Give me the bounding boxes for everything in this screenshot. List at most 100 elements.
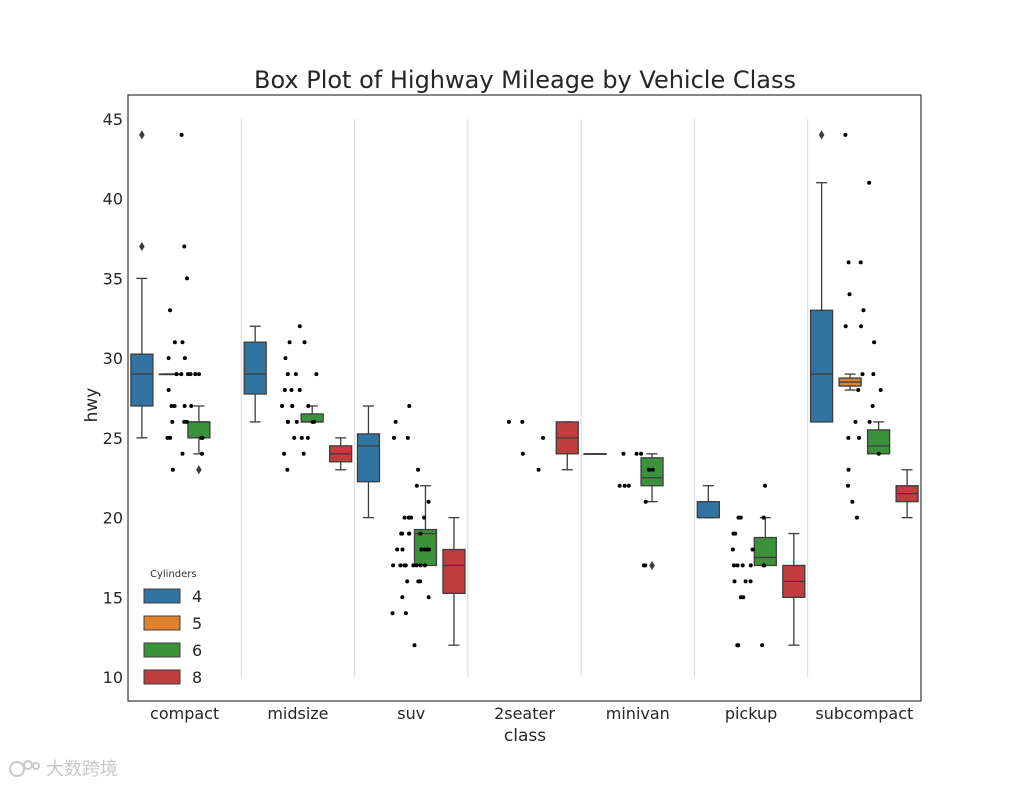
strip-point (193, 372, 198, 377)
strip-point (418, 563, 423, 568)
strip-point (626, 483, 631, 488)
strip-point (185, 276, 189, 281)
box-4-cyl-suv (356, 433, 381, 483)
strip-point (297, 388, 302, 392)
outlier-marker (196, 465, 202, 475)
y-tick-label: 10 (103, 668, 123, 687)
y-tick-label: 20 (103, 509, 123, 528)
strip-point (748, 579, 753, 584)
strip-point (289, 388, 294, 392)
strip-point (621, 451, 626, 456)
strip-point (302, 340, 307, 345)
strip-point (189, 404, 194, 408)
strip-point (860, 372, 865, 377)
strip-point (520, 419, 525, 424)
strip-point (294, 419, 299, 424)
x-tick-label: subcompact (815, 704, 913, 723)
strip-point (871, 372, 876, 377)
strip-point (182, 244, 187, 249)
strip-point (736, 515, 741, 520)
strip-point (299, 435, 304, 440)
y-tick-label: 35 (103, 269, 123, 288)
strip-point (182, 356, 187, 361)
strip-point (166, 356, 171, 361)
legend-swatch (143, 642, 181, 658)
strip-point (411, 563, 416, 568)
strip-point (168, 308, 172, 313)
strip-point (403, 611, 408, 616)
x-tick-label: midsize (267, 704, 328, 723)
watermark: 大数跨境 (8, 755, 118, 781)
strip-point (735, 563, 740, 568)
strip-point (168, 435, 173, 440)
strip-point (748, 563, 753, 568)
strip-point (760, 643, 765, 648)
strip-point (280, 404, 284, 408)
strip-point (743, 579, 748, 584)
strip-point (182, 404, 187, 408)
strip-point (282, 388, 287, 392)
strip-point (287, 340, 292, 345)
strip-point (414, 483, 419, 488)
legend-swatch (143, 669, 181, 685)
strip-point (297, 324, 302, 329)
strip-point (856, 388, 861, 392)
strip-point (650, 467, 655, 472)
x-tick-label: compact (150, 704, 219, 723)
legend-title: Cylinders (150, 569, 197, 580)
x-tick-label: minivan (606, 704, 670, 723)
strip-point (172, 340, 177, 345)
legend: Cylinders 4 5 6 8 (143, 569, 202, 687)
strip-point (305, 435, 310, 440)
x-axis-label: class (504, 726, 546, 746)
strip-point (846, 260, 851, 265)
box-8-cyl-suv (442, 548, 466, 595)
strip-point (761, 515, 766, 520)
strip-point (400, 595, 405, 600)
strip-point (399, 531, 404, 536)
legend-label: 5 (192, 614, 202, 633)
box-6-cyl-pickup (753, 536, 777, 567)
y-tick-label: 40 (103, 190, 123, 209)
strip-point (398, 563, 403, 568)
watermark-text: 大数跨境 (46, 759, 118, 780)
strip-point (750, 547, 755, 552)
strip-point (843, 132, 848, 137)
strip-point (730, 547, 735, 552)
box-6-cyl-suv (413, 528, 438, 567)
strip-point (422, 515, 427, 520)
legend-swatch (143, 588, 181, 604)
strip-point (646, 467, 651, 472)
strip-point (876, 451, 881, 456)
x-tick-label: pickup (725, 704, 777, 723)
strip-point (390, 611, 395, 616)
strip-point (170, 467, 175, 472)
strip-point (407, 404, 412, 408)
watermark-logo-icon (9, 760, 40, 777)
strip-point (425, 547, 430, 552)
strip-point (182, 419, 187, 424)
strip-point (416, 467, 421, 472)
strip-point (179, 372, 184, 377)
strip-point (857, 435, 861, 440)
strip-point (419, 547, 424, 552)
strip-point (412, 643, 417, 648)
strip-point (861, 308, 866, 313)
strip-point (188, 372, 193, 377)
outlier-marker (818, 130, 825, 140)
strip-point (170, 419, 175, 424)
x-tick-label: 2seater (494, 704, 555, 723)
strip-point (622, 483, 627, 488)
strip-point (306, 404, 311, 408)
strip-point (405, 435, 410, 440)
strip-point (520, 451, 525, 456)
strip-point (643, 499, 648, 504)
x-tick-label: suv (397, 704, 425, 723)
strip-point (736, 643, 741, 648)
strip-point (402, 515, 407, 520)
box-6-cyl-subcompact (866, 429, 891, 455)
strip-point (847, 292, 852, 297)
strip-point (200, 451, 204, 456)
box-4-cyl-subcompact (809, 309, 834, 423)
